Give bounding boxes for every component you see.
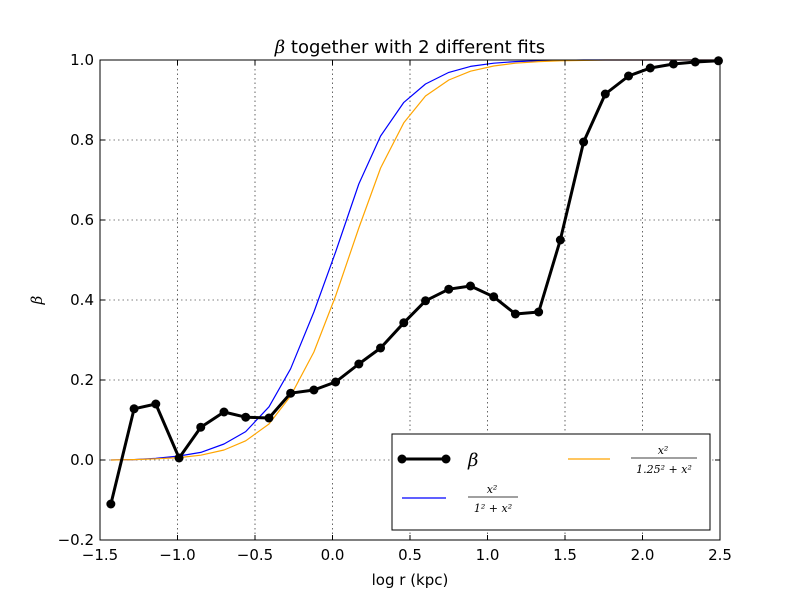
- x-tick-label: 0.5: [398, 546, 422, 564]
- y-axis-label: β: [28, 295, 46, 305]
- data-point-beta: [106, 499, 116, 509]
- data-point-beta: [331, 377, 341, 387]
- legend-box: [391, 433, 711, 531]
- data-point-beta: [600, 89, 610, 99]
- data-point-beta: [129, 404, 139, 414]
- data-point-beta: [219, 407, 229, 417]
- legend-fit2-numerator: x²: [658, 444, 669, 457]
- data-point-beta: [624, 71, 634, 81]
- chart-title-symbol: β: [274, 37, 285, 58]
- data-point-beta: [555, 235, 565, 245]
- axis-ticks: −1.5 −1.0 −0.5 0.0 0.5 1.0 1.5 2.0 2.5 −0.2 0.0 0.2…: [58, 51, 732, 564]
- x-tick-label: 2.5: [708, 546, 732, 564]
- y-tick-label: 1.0: [70, 51, 94, 69]
- legend-marker-beta-left: [397, 454, 407, 464]
- data-point-beta: [465, 281, 475, 291]
- x-tick-label: 2.0: [631, 546, 655, 564]
- legend-marker-beta-right: [441, 454, 451, 464]
- x-tick-label: −1.0: [159, 546, 195, 564]
- x-axis-label: log r (kpc): [372, 571, 449, 589]
- data-point-beta: [510, 309, 520, 319]
- data-point-beta: [241, 412, 251, 422]
- grid-lines: [100, 60, 720, 540]
- data-point-beta: [399, 318, 409, 328]
- data-point-beta: [489, 292, 499, 302]
- data-point-beta: [286, 388, 296, 398]
- y-tick-label: 0.8: [70, 131, 94, 149]
- chart-title: β together with 2 different fits: [274, 37, 545, 58]
- data-point-beta: [579, 137, 589, 147]
- data-point-beta: [421, 296, 430, 306]
- data-point-beta: [376, 343, 386, 353]
- y-tick-label: 0.0: [70, 451, 94, 469]
- data-point-beta: [690, 57, 700, 67]
- data-point-beta: [196, 422, 206, 432]
- y-tick-label: 0.6: [70, 211, 94, 229]
- legend-fit1-denominator: 1² + x²: [474, 502, 512, 515]
- data-point-beta: [444, 284, 454, 294]
- x-tick-label: 0.0: [321, 546, 345, 564]
- data-point-beta: [645, 63, 655, 73]
- legend-label-beta: β: [467, 450, 478, 471]
- x-tick-label: −1.5: [82, 546, 118, 564]
- y-tick-label: 0.2: [70, 371, 94, 389]
- legend-fit1-numerator: x²: [487, 483, 498, 496]
- data-point-beta: [713, 56, 723, 66]
- x-tick-label: 1.5: [553, 546, 577, 564]
- data-point-beta: [354, 359, 364, 369]
- chart-title-text: together with 2 different fits: [285, 37, 545, 58]
- legend-fit2-denominator: 1.25² + x²: [636, 463, 692, 476]
- series-line-beta: [109, 59, 719, 505]
- data-point-beta: [174, 453, 184, 463]
- legend-label-fit1: x² 1² + x²: [468, 483, 518, 515]
- x-tick-label: 1.0: [476, 546, 500, 564]
- y-tick-label: 0.4: [70, 291, 94, 309]
- data-point-beta: [669, 59, 678, 69]
- data-point-beta: [309, 385, 319, 395]
- data-point-beta: [264, 413, 274, 423]
- legend-label-fit2: x² 1.25² + x²: [631, 444, 697, 476]
- data-point-beta: [534, 307, 544, 317]
- legend: β x² 1² + x² x² 1.25² + x²: [391, 433, 711, 531]
- data-point-beta: [151, 399, 161, 409]
- x-tick-label: −0.5: [237, 546, 273, 564]
- y-tick-label: −0.2: [58, 531, 94, 549]
